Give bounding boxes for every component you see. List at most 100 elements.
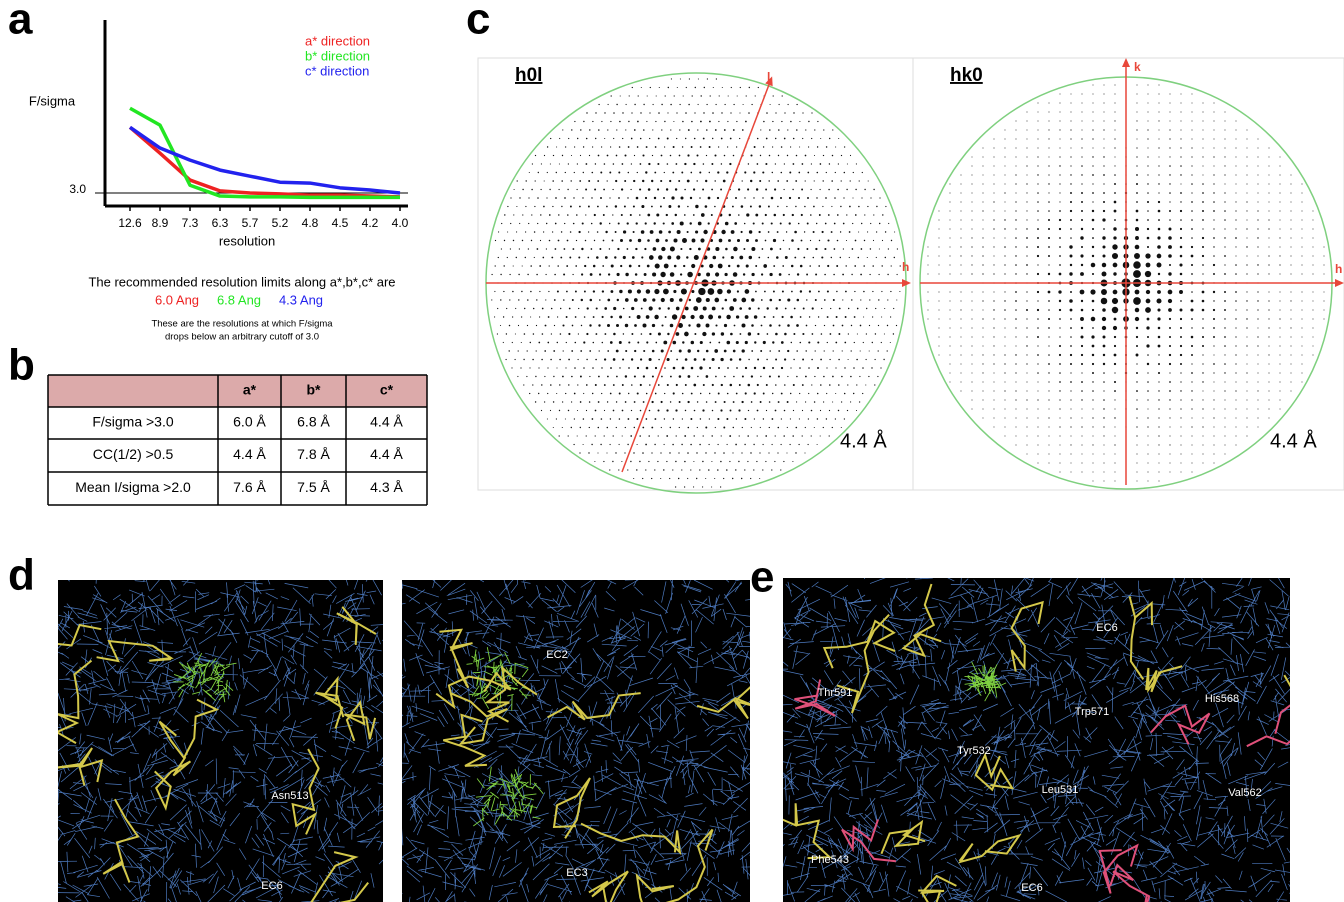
reflection-spot (685, 138, 686, 139)
reflection-spot (1059, 210, 1061, 212)
reflection-spot (676, 163, 678, 165)
reflection-spot (817, 146, 818, 147)
reflection-spot (891, 265, 892, 266)
reflection-spot (754, 392, 756, 394)
reflection-spot (494, 291, 495, 292)
reflection-spot (511, 367, 512, 368)
reflection-spot (665, 239, 668, 242)
reflection-spot (741, 401, 743, 403)
reflection-spot (656, 213, 659, 216)
reflection-spot (525, 231, 526, 232)
density-map: Asn513EC6 (0, 563, 399, 902)
reflection-spot (1103, 372, 1105, 374)
reflection-spot (777, 180, 779, 182)
reflection-spot (769, 155, 771, 157)
reflection-spot (1026, 345, 1027, 346)
reflection-spot (781, 393, 783, 395)
reflection-spot (589, 350, 591, 352)
reflection-spot (742, 180, 743, 181)
reflection-spot (938, 309, 939, 310)
reflection-spot (538, 172, 539, 173)
reflection-spot (852, 223, 853, 224)
reflection-spot (661, 104, 662, 105)
reflection-spot (871, 367, 872, 368)
reflection-spot (817, 121, 818, 122)
reflection-spot (1279, 201, 1280, 202)
reflection-spot (820, 384, 822, 386)
reflection-spot (1048, 399, 1049, 400)
reflection-spot (811, 435, 812, 436)
reflection-spot (509, 274, 510, 275)
reflection-spot (607, 376, 609, 378)
reflection-spot (703, 163, 705, 165)
reflection-spot (1202, 237, 1204, 239)
reflection-spot (870, 248, 871, 249)
reflection-spot (1192, 472, 1193, 473)
reflection-spot (807, 197, 809, 199)
reflection-spot (616, 129, 617, 130)
reflection-spot (1224, 228, 1225, 229)
reflection-spot (697, 401, 698, 402)
reflection-spot (664, 264, 669, 269)
reflection-spot (808, 341, 810, 343)
reflection-spot (567, 189, 568, 190)
reflection-spot (1147, 408, 1148, 409)
reflection-spot (1269, 166, 1270, 167)
reflection-spot (512, 291, 514, 293)
reflection-spot (547, 367, 548, 368)
reflection-spot (559, 410, 560, 411)
reflection-spot (812, 307, 814, 309)
reflection-spot (1191, 363, 1192, 364)
reflection-spot (1213, 219, 1214, 220)
reflection-spot (1236, 139, 1237, 140)
reflection-spot (1224, 345, 1226, 347)
reflection-spot (1301, 219, 1302, 220)
reflection-spot (1145, 253, 1150, 258)
reflection-spot (699, 444, 701, 446)
reflection-spot (527, 299, 529, 301)
reflection-spot (1070, 165, 1071, 166)
reflection-spot (983, 229, 984, 230)
reflection-spot (1180, 102, 1181, 103)
reflection-spot (838, 138, 839, 139)
reflection-spot (682, 238, 687, 243)
reflection-spot (1213, 417, 1214, 418)
reflection-spot (737, 239, 740, 242)
reflection-spot (1133, 297, 1141, 305)
reflection-spot (971, 219, 972, 220)
reflection-spot (830, 308, 831, 309)
reflection-spot (1224, 426, 1225, 427)
reflection-spot (789, 444, 790, 445)
reflection-spot (1070, 264, 1072, 266)
reflection-spot (971, 255, 972, 256)
reflection-spot (672, 314, 677, 319)
reflection-spot (1114, 363, 1116, 365)
reflection-spot (765, 461, 766, 462)
reflection-spot (578, 308, 579, 309)
reflection-spot (718, 342, 720, 344)
reflection-spot (561, 206, 562, 207)
reflection-spot (676, 384, 678, 386)
reflection-spot (1180, 174, 1181, 175)
reflection-spot (602, 316, 604, 318)
reflection-spot (1070, 237, 1072, 239)
reflection-spot (787, 155, 788, 156)
reflection-spot (547, 146, 548, 147)
reflection-spot (766, 112, 768, 114)
reflection-spot (612, 461, 613, 462)
reflection-spot (928, 301, 929, 302)
reflection-spot (1038, 112, 1039, 113)
reflection-spot (1268, 246, 1269, 247)
y-axis-label: F/sigma (29, 93, 76, 108)
reflection-spot (747, 188, 749, 190)
reflection-spot (971, 336, 972, 337)
reflection-spot (1302, 373, 1303, 374)
reflection-spot (562, 129, 563, 130)
reflection-spot (1103, 93, 1104, 94)
reflection-spot (842, 350, 843, 351)
reflection-spot (627, 222, 629, 224)
reflection-spot (1158, 354, 1159, 355)
reflection-spot (683, 95, 684, 96)
reflection-spot (629, 239, 632, 242)
reflection-spot (751, 324, 754, 327)
